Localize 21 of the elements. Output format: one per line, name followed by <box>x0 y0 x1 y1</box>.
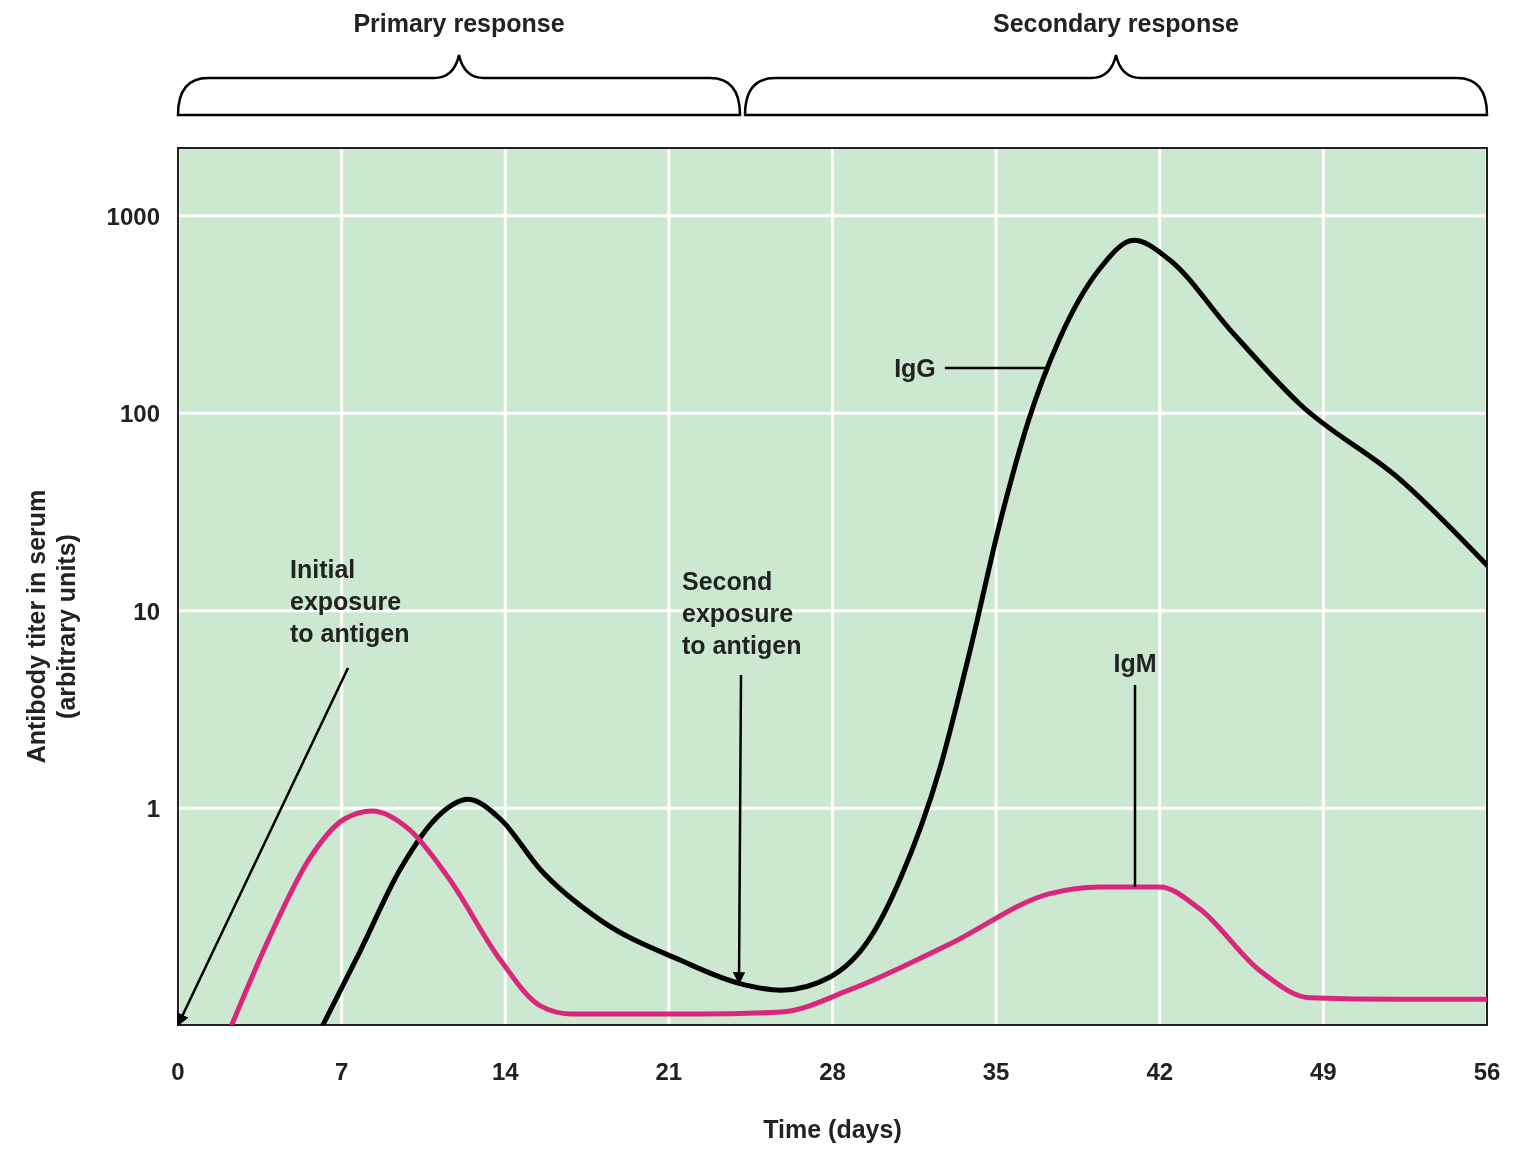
y-axis-title: Antibody titer in serum (arbitrary units) <box>22 489 80 764</box>
x-tick-label: 35 <box>982 1058 1010 1085</box>
y-tick-label: 1 <box>146 795 160 823</box>
x-tick-label: 7 <box>334 1058 349 1085</box>
text: IgM <box>1113 649 1157 677</box>
x-tick-label: 14 <box>491 1058 520 1085</box>
x-tick-label: 21 <box>655 1058 683 1085</box>
x-tick-label: 28 <box>819 1058 846 1085</box>
x-axis-title: Time (days) <box>763 1115 902 1143</box>
x-tick-label: 42 <box>1146 1058 1174 1085</box>
text: Primary response <box>353 9 565 37</box>
x-tick-label: 49 <box>1310 1058 1337 1085</box>
legend-label: IgG <box>894 354 936 382</box>
y-tick-label: 1000 <box>106 202 160 230</box>
y-tick-label: 100 <box>119 400 160 428</box>
y-tick-label: 10 <box>133 597 160 625</box>
x-tick-label: 56 <box>1473 1058 1501 1085</box>
annotation: Second exposure to antigen <box>682 567 802 659</box>
text: Secondary response <box>993 9 1240 37</box>
annotation: Initial exposure to antigen <box>290 555 410 647</box>
x-tick-label: 0 <box>171 1058 185 1085</box>
